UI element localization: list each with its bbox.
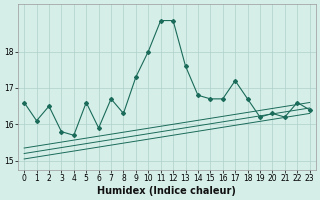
X-axis label: Humidex (Indice chaleur): Humidex (Indice chaleur) (98, 186, 236, 196)
